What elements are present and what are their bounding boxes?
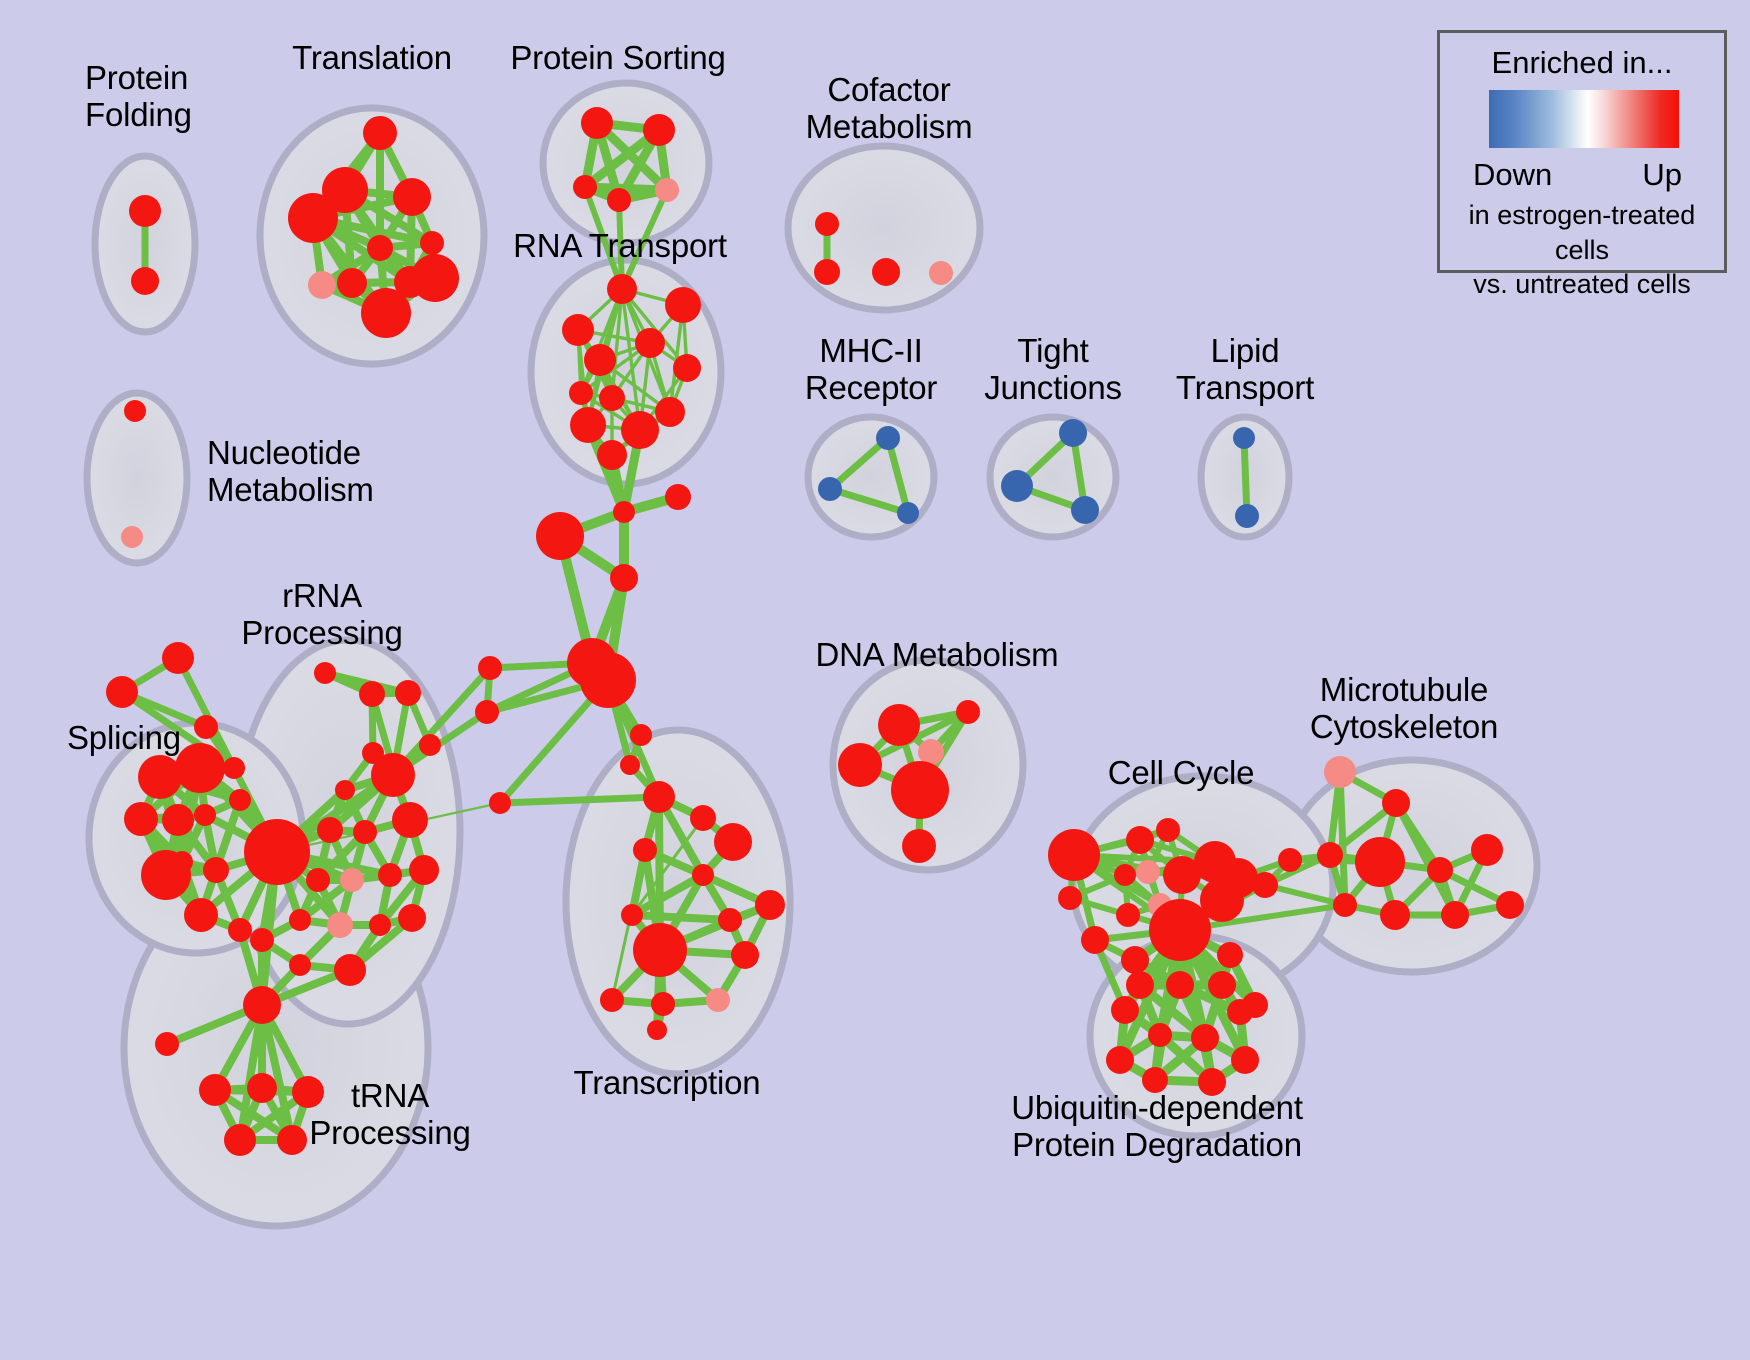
cluster-label-mhc-ii-receptor: MHC-II Receptor (804, 332, 938, 406)
cluster-label-splicing: Splicing (67, 719, 181, 756)
hull-nucleotide (83, 389, 191, 567)
legend-subtitle-line1: in estrogen-treated cells (1468, 200, 1696, 265)
cluster-label-lipid-transport: Lipid Transport (1175, 332, 1315, 406)
cluster-label-rrna-processing: rRNA Processing (241, 577, 403, 651)
legend-subtitle-line2: vs. untreated cells (1473, 269, 1691, 300)
cluster-label-translation: Translation (292, 39, 452, 76)
cluster-label-cofactor-metabolism: Cofactor Metabolism (805, 71, 973, 145)
network-nodes (106, 107, 1524, 1156)
cluster-label-nucleotide-metabolism: Nucleotide Metabolism (207, 434, 374, 508)
cluster-label-protein-folding: Protein Folding (85, 59, 192, 133)
cluster-label-ubiquitin-protein-degradation: Ubiquitin-dependent Protein Degradation (1011, 1089, 1303, 1163)
cluster-label-trna-processing: tRNA Processing (309, 1077, 471, 1151)
cluster-label-protein-sorting: Protein Sorting (510, 39, 726, 76)
color-legend: Enriched in... Down Up in estrogen-treat… (1437, 30, 1727, 299)
cluster-hulls (83, 79, 1541, 1230)
cluster-label-microtubule-cytoskeleton: Microtubule Cytoskeleton (1309, 671, 1499, 745)
cluster-label-rna-transport: RNA Transport (513, 227, 727, 264)
cluster-label-tight-junctions: Tight Junctions (984, 332, 1122, 406)
legend-subtitle: in estrogen-treated cells vs. untreated … (1440, 198, 1724, 302)
legend-down-label: Down (1473, 157, 1553, 192)
legend-title: Enriched in... (1491, 45, 1673, 80)
legend-up-label: Up (1642, 157, 1682, 192)
cluster-label-transcription: Transcription (573, 1064, 761, 1101)
cluster-label-cell-cycle: Cell Cycle (1107, 754, 1255, 791)
cluster-label-dna-metabolism: DNA Metabolism (815, 636, 1059, 673)
legend-color-gradient-bar (1489, 90, 1679, 148)
hull-protein-sorting (539, 79, 713, 247)
